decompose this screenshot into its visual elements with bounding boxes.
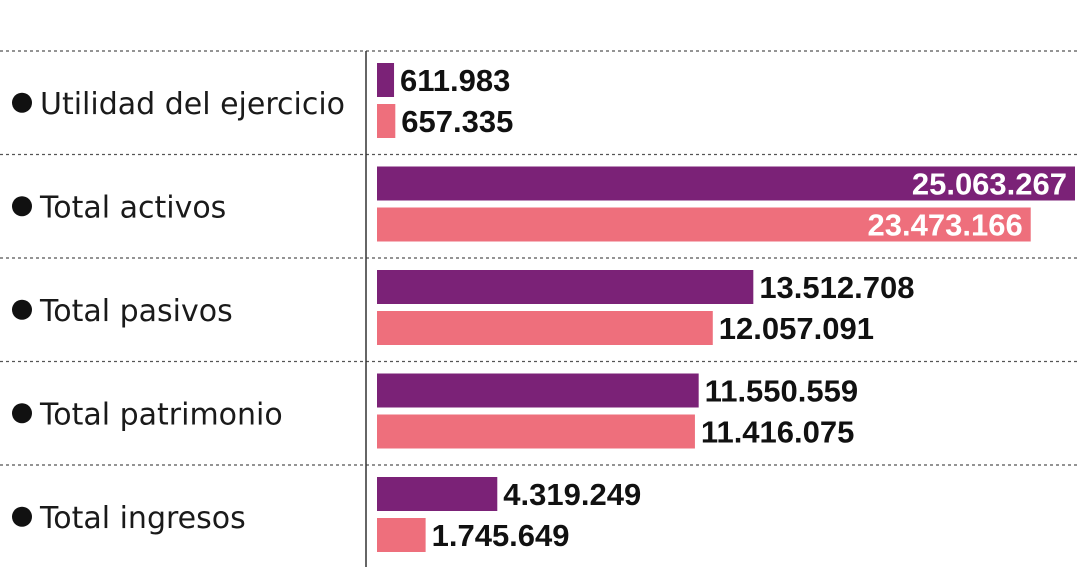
bar (377, 207, 1031, 242)
data-label: 11.416.075 (701, 415, 854, 450)
bullet-icon (12, 92, 32, 113)
data-label: 657.335 (401, 104, 513, 139)
data-label: 23.473.166 (868, 208, 1023, 243)
bar (377, 63, 395, 97)
data-label: 1.745.649 (432, 518, 570, 553)
bar (377, 311, 713, 345)
bar (377, 477, 498, 511)
data-label: 13.512.708 (759, 270, 914, 305)
data-label: 25.063.267 (912, 167, 1067, 202)
data-label: 12.057.091 (719, 311, 874, 346)
bullet-icon (12, 506, 32, 527)
data-label: 4.319.249 (503, 477, 641, 512)
bullet-icon (12, 403, 32, 424)
bar (377, 104, 396, 138)
category-label: Total patrimonio (39, 397, 283, 432)
category-label: Total activos (39, 190, 226, 225)
bar (377, 518, 426, 552)
bar (377, 373, 699, 408)
category-label: Total ingresos (39, 501, 246, 536)
data-label: 611.983 (400, 63, 510, 98)
bar (377, 414, 695, 449)
bullet-icon (12, 299, 32, 320)
bar (377, 270, 754, 304)
bar (377, 166, 1075, 201)
data-label: 11.550.559 (705, 374, 858, 409)
category-label: Utilidad del ejercicio (40, 87, 345, 122)
category-label: Total pasivos (39, 294, 233, 329)
bullet-icon (12, 196, 32, 217)
